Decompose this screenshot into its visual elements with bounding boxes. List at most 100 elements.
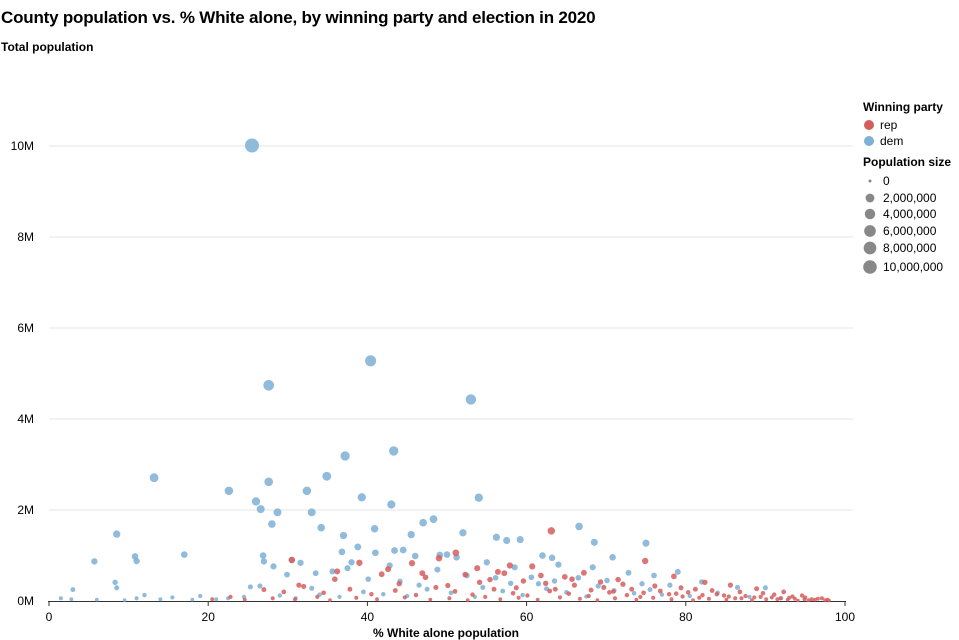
data-point-rep: [642, 557, 649, 565]
data-point-dem: [465, 394, 477, 405]
data-point-rep: [678, 585, 684, 591]
data-point-rep: [408, 560, 416, 567]
data-point-rep: [520, 578, 527, 584]
data-point-rep: [470, 592, 475, 597]
data-point-dem: [312, 570, 319, 577]
data-point-dem: [459, 529, 467, 537]
data-point-dem: [170, 595, 175, 600]
data-point-dem: [511, 564, 518, 571]
data-point-dem: [149, 473, 159, 483]
data-point-rep: [620, 581, 626, 587]
data-point-rep: [334, 568, 341, 575]
data-point-rep: [422, 574, 429, 581]
data-point-rep: [673, 591, 679, 596]
data-point-dem: [337, 594, 342, 600]
x-axis-title: % White alone population: [373, 626, 519, 640]
data-point-rep: [501, 570, 508, 577]
data-point-dem: [667, 582, 673, 588]
data-point-dem: [357, 493, 366, 502]
data-point-rep: [535, 597, 540, 602]
data-point-rep: [354, 595, 359, 600]
legend-size-swatch: [864, 208, 876, 220]
data-point-dem: [190, 597, 195, 602]
data-point-rep: [483, 594, 488, 600]
data-point-dem: [224, 486, 234, 496]
data-point-dem: [122, 598, 127, 602]
data-point-rep: [726, 594, 731, 599]
data-point-rep: [595, 598, 600, 602]
data-point-rep: [652, 583, 658, 589]
data-point-rep: [727, 582, 734, 588]
data-point-dem: [516, 536, 524, 544]
data-point-dem: [762, 585, 768, 591]
data-point-rep: [588, 587, 594, 593]
data-point-rep: [737, 589, 743, 595]
data-point-rep: [629, 586, 635, 592]
data-point-rep: [433, 584, 439, 590]
data-point-rep: [228, 594, 233, 600]
data-point-dem: [214, 597, 219, 602]
data-point-dem: [642, 539, 650, 547]
data-point-rep: [465, 598, 470, 602]
data-point-rep: [487, 576, 493, 583]
data-point-rep: [378, 571, 385, 578]
data-point-dem: [575, 522, 583, 531]
data-point-rep: [815, 596, 820, 601]
x-tick-label: 20: [202, 610, 216, 624]
legend-title-party: Winning party: [863, 100, 943, 114]
data-point-dem: [508, 580, 514, 586]
data-point-dem: [424, 586, 430, 592]
data-point-rep: [697, 595, 702, 600]
data-point-rep: [651, 595, 656, 600]
data-point-rep: [571, 582, 578, 588]
data-point-dem: [329, 568, 336, 575]
data-point-dem: [639, 581, 645, 587]
data-point-rep: [293, 597, 297, 602]
data-point-dem: [411, 552, 419, 560]
data-point-dem: [338, 548, 346, 556]
data-point-rep: [721, 593, 727, 598]
data-point-rep: [750, 598, 754, 602]
data-point-rep: [739, 596, 744, 601]
data-point-dem: [381, 591, 386, 597]
data-point-rep: [796, 598, 800, 603]
data-point-rep: [691, 598, 695, 602]
data-points: [58, 138, 831, 603]
data-point-rep: [781, 589, 787, 595]
data-point-rep: [547, 527, 556, 535]
data-point-rep: [764, 597, 769, 602]
legend-size-label: 8,000,000: [883, 241, 937, 255]
data-point-rep: [210, 597, 215, 602]
data-point-rep: [270, 596, 275, 601]
data-point-dem: [365, 355, 377, 367]
data-point-dem: [317, 523, 325, 532]
data-point-rep: [494, 568, 501, 575]
x-tick-label: 80: [679, 610, 693, 624]
data-point-rep: [525, 593, 530, 598]
data-point-dem: [551, 578, 558, 584]
data-point-dem: [297, 559, 304, 566]
data-point-rep: [321, 590, 326, 596]
data-point-dem: [434, 566, 441, 573]
data-point-dem: [370, 524, 379, 533]
data-point-dem: [474, 493, 483, 502]
data-point-rep: [825, 597, 830, 602]
data-point-rep: [356, 559, 363, 566]
data-point-rep: [778, 596, 783, 601]
data-point-rep: [452, 589, 458, 594]
data-point-rep: [392, 588, 398, 593]
data-point-dem: [416, 582, 422, 588]
data-point-dem: [264, 477, 274, 487]
data-point-rep: [447, 596, 452, 601]
data-point-rep: [641, 590, 646, 596]
legend-swatch-dem: [864, 136, 874, 146]
data-point-dem: [609, 554, 616, 561]
data-point-dem: [348, 559, 355, 566]
data-point-rep: [812, 597, 817, 602]
data-point-dem: [263, 379, 275, 391]
legend-size-swatch: [864, 225, 876, 237]
data-point-dem: [492, 574, 499, 581]
data-point-rep: [743, 593, 748, 599]
data-point-dem: [631, 591, 637, 596]
data-point-rep: [669, 597, 674, 602]
